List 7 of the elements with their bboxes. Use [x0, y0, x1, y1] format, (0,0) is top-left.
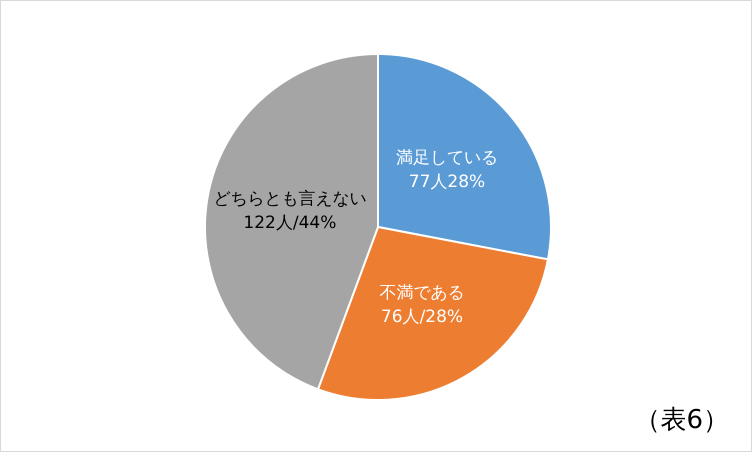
- text: （表6）: [634, 404, 729, 437]
- slice-label: 不満である: [380, 282, 465, 303]
- data-label: 122人/44%: [243, 213, 336, 234]
- slice-label: 満足している: [396, 148, 498, 168]
- slice-label: どちらとも言えない: [213, 189, 366, 210]
- data-label: 76人/28%: [380, 306, 464, 327]
- data-label: 77人28%: [408, 172, 486, 192]
